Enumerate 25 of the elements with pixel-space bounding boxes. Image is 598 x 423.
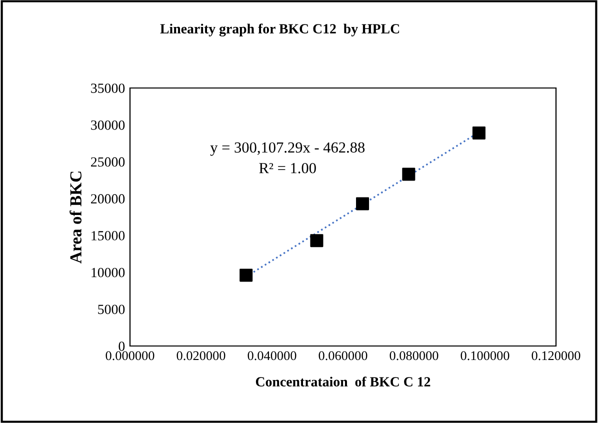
x-tick-label: 0.060000 xyxy=(318,351,368,360)
x-tick-label: 0.000000 xyxy=(106,351,154,360)
annotation: R² = 1.00 xyxy=(259,162,316,174)
point xyxy=(402,168,416,181)
point xyxy=(356,197,370,210)
y-tick-label: 5000 xyxy=(98,304,125,314)
y-tick-label: 15000 xyxy=(92,231,125,240)
x-tick-label: 0.020000 xyxy=(176,351,226,360)
y-tick-label: 0 xyxy=(118,342,125,351)
x-axis-title: Concentrataion of BKC C 12 xyxy=(256,376,430,386)
y-tick-label: 20000 xyxy=(91,194,125,204)
y-tick-label: 30000 xyxy=(91,120,125,130)
x-tick-label: 0.120000 xyxy=(532,351,580,360)
annotation: y = 300,107.29x - 462.88 xyxy=(210,142,365,156)
y-axis-title: Area of BKC xyxy=(70,172,82,264)
point xyxy=(472,126,486,140)
chart-title: Linearity graph for BKC C12 by HPLC xyxy=(160,24,400,36)
x-tick-label: 0.040000 xyxy=(248,351,296,360)
y-tick-label: 10000 xyxy=(92,268,125,278)
x-tick-label: 0.100000 xyxy=(460,351,510,360)
x-tick-label: 0.080000 xyxy=(390,351,438,360)
point xyxy=(240,268,253,282)
y-tick-label: 25000 xyxy=(91,157,125,167)
point xyxy=(310,234,324,248)
y-tick-label: 35000 xyxy=(91,84,125,93)
